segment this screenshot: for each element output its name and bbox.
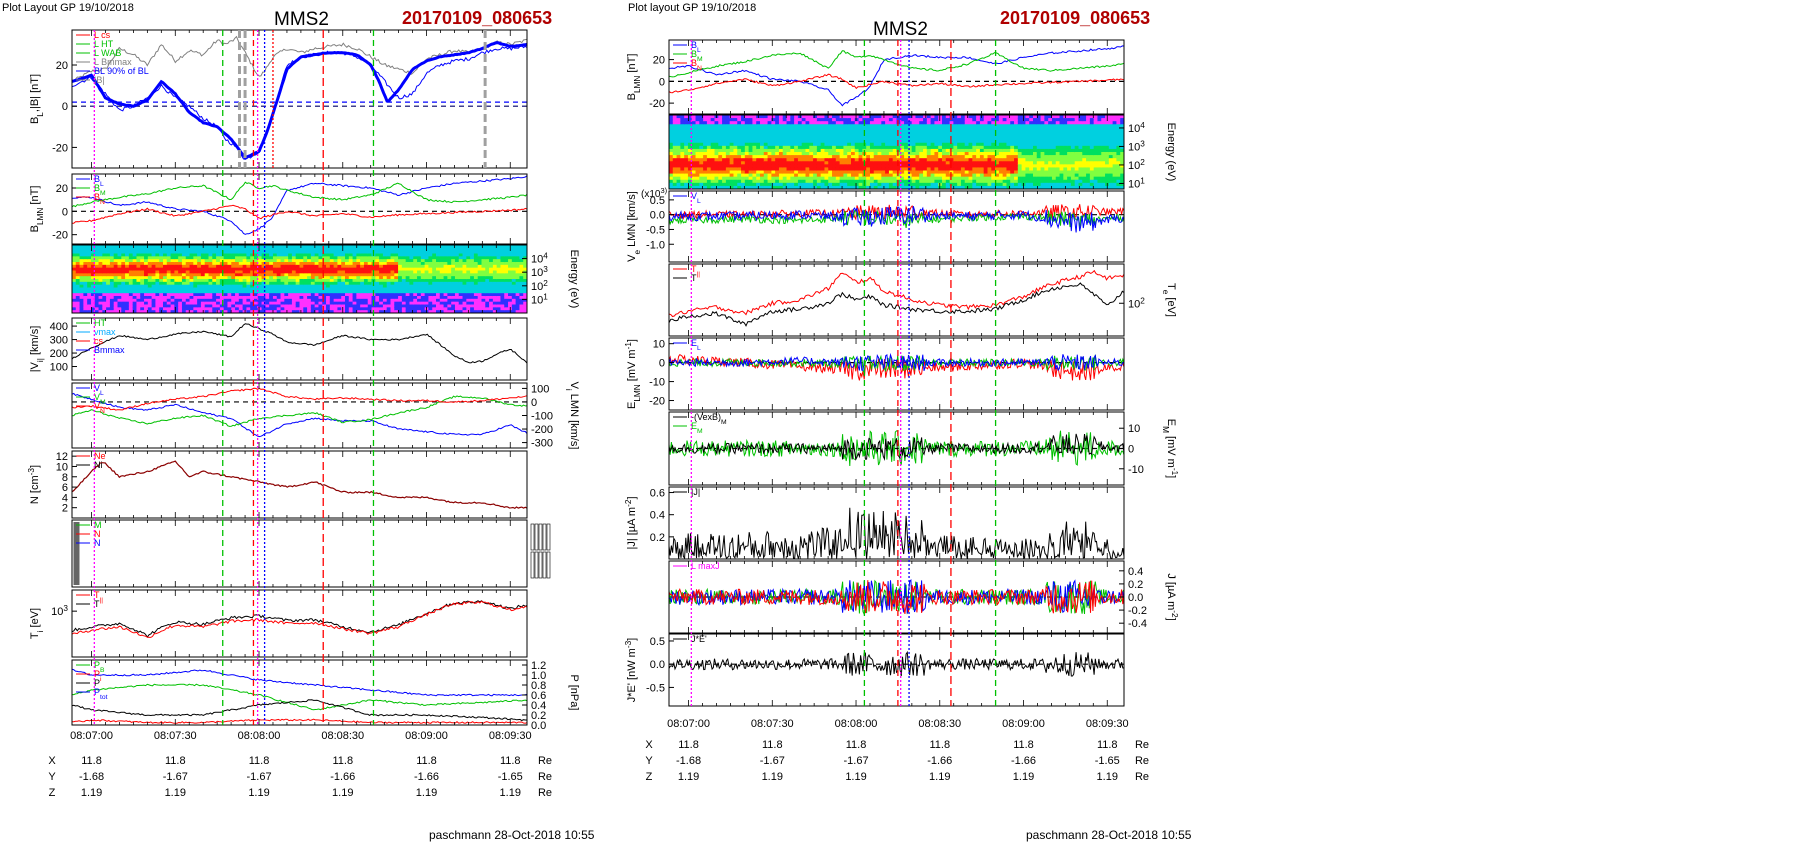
y-axis-label: N [cm-3​] <box>27 465 42 504</box>
box-cell <box>539 552 542 578</box>
y-tick-label: 100 <box>531 383 549 395</box>
y-tick-label: 104​ <box>531 251 548 266</box>
panel-frame <box>72 451 527 518</box>
y-tick-label: 0 <box>531 397 537 409</box>
y-tick-label: 20 <box>56 183 68 195</box>
y-tick-label: -20 <box>52 142 68 154</box>
y-tick-label: 103​ <box>51 604 68 619</box>
y-axis-label: Vi​ LMN [km/s] <box>565 382 581 450</box>
plot-area <box>72 461 527 508</box>
panel-frame <box>72 383 527 448</box>
y-tick-label: 20 <box>653 55 665 67</box>
series-line-left-p-3 <box>72 719 527 723</box>
y-axis-label: BLMN​ [nT] <box>626 54 642 101</box>
plot-area <box>72 601 527 638</box>
box-cell <box>531 524 534 550</box>
panel-frame <box>72 318 527 380</box>
y-tick-label: 103​ <box>531 265 548 280</box>
y-tick-label: 101​ <box>531 292 548 307</box>
plot-area <box>72 37 527 160</box>
series-line-left-blmn-2 <box>72 205 527 223</box>
y-tick-label: 102​ <box>531 278 548 293</box>
y-axis-label: |Vi|​ [km/s] <box>29 326 45 373</box>
y-tick-label: 20 <box>56 60 68 72</box>
y-tick-label: 0.0 <box>531 720 546 732</box>
series-line-left-n-0 <box>72 461 527 508</box>
y-tick-label: 0 <box>62 206 68 218</box>
legend-entry: Ni <box>94 460 103 470</box>
plot-area <box>72 669 527 723</box>
panel-frame <box>72 174 527 244</box>
series-line-right-blmn-1 <box>669 51 1124 77</box>
y-tick-label: -100 <box>531 411 553 423</box>
series-line-left-ti-0 <box>72 601 527 637</box>
series-line-right-blmn-2 <box>669 74 1124 93</box>
series-line-right-blmn-0 <box>669 46 1124 106</box>
box-cell <box>539 524 542 550</box>
plot-area <box>74 522 79 585</box>
y-tick-label: 400 <box>50 321 68 333</box>
y-tick-label: -20 <box>52 230 68 242</box>
series-line-left-blmn-0 <box>72 176 527 235</box>
series-line-left-p-1 <box>72 684 527 710</box>
panel-left-lmn-boxes: MNN <box>72 520 550 587</box>
legend-entry: |B| <box>94 75 105 85</box>
panel-frame <box>72 520 527 587</box>
plot-area <box>72 388 527 436</box>
y-tick-label: 100 <box>50 362 68 374</box>
plot-area <box>72 324 527 363</box>
y-axis-label: Energy (eV) <box>568 250 580 309</box>
box-cell <box>535 524 538 550</box>
plot-area <box>72 245 528 314</box>
y-tick-label: 0 <box>62 101 68 113</box>
plot-area <box>669 115 1125 190</box>
panel-right-spectrogram: 104​103​102​101​Energy (eV) <box>669 115 1177 190</box>
panel-left-ti: 103​Ti​ [eV]T||​T <box>29 590 527 657</box>
y-tick-label: 200 <box>50 348 68 360</box>
y-axis-label: BLMN​ [nT] <box>29 186 45 233</box>
box-cell <box>547 524 550 550</box>
box-cell <box>531 552 534 578</box>
series-line-left-p-0 <box>72 669 527 696</box>
legend-entry: Bmmax <box>94 345 125 355</box>
panel-left-spectrogram: 104​103​102​101​ Energy (eV) <box>72 245 580 314</box>
plot-area <box>669 46 1124 106</box>
y-axis-label: BL​,|B| [nT] <box>29 74 45 124</box>
y-tick-label: 2 <box>62 503 68 515</box>
y-tick-label: -200 <box>531 424 553 436</box>
y-tick-label: 0 <box>659 76 665 88</box>
y-tick-label: -20 <box>649 98 665 110</box>
series-line-left-vilmn-2 <box>72 388 527 410</box>
series-line-left-vi-0 <box>72 324 527 363</box>
panel-frame <box>669 40 1124 114</box>
box-cell <box>547 552 550 578</box>
plot-area <box>72 176 527 235</box>
y-tick-label: 300 <box>50 335 68 347</box>
y-axis-label: Ti​ [eV] <box>29 608 45 639</box>
box-cell <box>543 552 546 578</box>
box-cell <box>535 552 538 578</box>
series-line-left-vilmn-0 <box>72 394 527 437</box>
y-axis-label: P [nPa] <box>568 675 580 711</box>
y-tick-label: -300 <box>531 438 553 450</box>
box-cell <box>543 524 546 550</box>
